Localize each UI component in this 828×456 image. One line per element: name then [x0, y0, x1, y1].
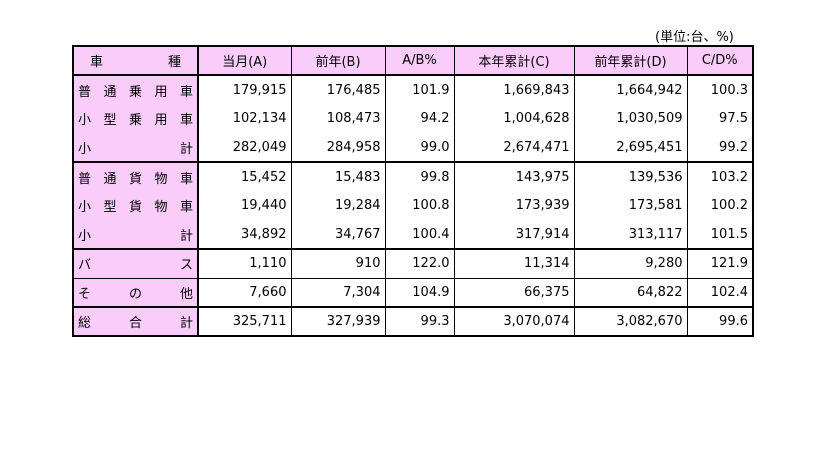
cell: 173,939 — [453, 191, 574, 220]
cell: 122.0 — [384, 249, 454, 279]
cell: 325,711 — [197, 307, 291, 336]
row-label: 小型貨物車 — [72, 191, 199, 220]
header-cell: A/B% — [384, 46, 454, 76]
cell: 910 — [290, 249, 385, 279]
cell: 1,669,843 — [453, 75, 574, 104]
table-row: 小計 34,892 34,767 100.4 317,914 313,117 101.5 — [72, 220, 753, 250]
header-cell: 本年累計(C) — [453, 46, 574, 76]
cell: 108,473 — [290, 104, 385, 133]
cell: 176,485 — [290, 75, 385, 104]
table-row: その他 7,660 7,304 104.9 66,375 64,822 102.4 — [72, 278, 753, 308]
cell: 15,452 — [197, 162, 291, 191]
cell: 284,958 — [290, 133, 385, 163]
table-row: 普通貨物車 15,452 15,483 99.8 143,975 139,536 103.2 — [72, 162, 753, 191]
header-cell: 車種 — [72, 46, 199, 76]
cell: 7,304 — [290, 278, 385, 308]
cell: 102.4 — [686, 278, 753, 308]
row-label: バス — [72, 249, 199, 279]
cell: 179,915 — [197, 75, 291, 104]
row-label: 普通乗用車 — [72, 75, 199, 104]
cell: 2,695,451 — [573, 133, 687, 163]
cell: 101.5 — [686, 220, 753, 250]
cell: 100.3 — [686, 75, 753, 104]
cell: 34,767 — [290, 220, 385, 250]
row-label: 普通貨物車 — [72, 162, 199, 191]
cell: 19,284 — [290, 191, 385, 220]
cell: 99.6 — [686, 307, 753, 336]
cell: 100.2 — [686, 191, 753, 220]
cell: 1,030,509 — [573, 104, 687, 133]
table-row: 小計 282,049 284,958 99.0 2,674,471 2,695,451 99… — [72, 133, 753, 163]
cell: 15,483 — [290, 162, 385, 191]
header-cell: 前年累計(D) — [573, 46, 687, 76]
row-label: 小型乗用車 — [72, 104, 199, 133]
cell: 94.2 — [384, 104, 454, 133]
cell: 1,004,628 — [453, 104, 574, 133]
row-label: 小計 — [72, 220, 199, 250]
cell: 317,914 — [453, 220, 574, 250]
cell: 9,280 — [573, 249, 687, 279]
cell: 100.4 — [384, 220, 454, 250]
cell: 121.9 — [686, 249, 753, 279]
header-cell: 前年(B) — [290, 46, 385, 76]
header-cell: C/D% — [686, 46, 753, 76]
unit-note: (単位:台、%) — [655, 30, 734, 45]
cell: 99.3 — [384, 307, 454, 336]
cell: 102,134 — [197, 104, 291, 133]
cell: 34,892 — [197, 220, 291, 250]
cell: 313,117 — [573, 220, 687, 250]
cell: 3,070,074 — [453, 307, 574, 336]
cell: 1,110 — [197, 249, 291, 279]
cell: 7,660 — [197, 278, 291, 308]
table-row: 総合計 325,711 327,939 99.3 3,070,074 3,082,670 9… — [72, 307, 753, 336]
cell: 173,581 — [573, 191, 687, 220]
row-label: 小計 — [72, 133, 199, 163]
cell: 99.8 — [384, 162, 454, 191]
cell: 282,049 — [197, 133, 291, 163]
cell: 97.5 — [686, 104, 753, 133]
row-label: その他 — [72, 278, 199, 308]
cell: 139,536 — [573, 162, 687, 191]
cell: 64,822 — [573, 278, 687, 308]
header-row: 車種 当月(A) 前年(B) A/B% 本年累計(C) 前年累計(D) C/D% — [72, 46, 753, 76]
cell: 2,674,471 — [453, 133, 574, 163]
table-row: 小型貨物車 19,440 19,284 100.8 173,939 173,581 100.… — [72, 191, 753, 220]
cell: 327,939 — [290, 307, 385, 336]
table-row: 小型乗用車 102,134 108,473 94.2 1,004,628 1,030,50… — [72, 104, 753, 133]
cell: 19,440 — [197, 191, 291, 220]
cell: 100.8 — [384, 191, 454, 220]
cell: 3,082,670 — [573, 307, 687, 336]
cell: 99.0 — [384, 133, 454, 163]
cell: 1,664,942 — [573, 75, 687, 104]
cell: 66,375 — [453, 278, 574, 308]
table-row: 普通乗用車 179,915 176,485 101.9 1,669,843 1,664,9… — [72, 75, 753, 104]
cell: 99.2 — [686, 133, 753, 163]
cell: 104.9 — [384, 278, 454, 308]
header-cell: 当月(A) — [197, 46, 291, 76]
cell: 11,314 — [453, 249, 574, 279]
data-table: 車種 当月(A) 前年(B) A/B% 本年累計(C) 前年累計(D) C/D% 普通乗用車 1… — [72, 45, 754, 337]
table-row: バス 1,110 910 122.0 11,314 9,280 121.9 — [72, 249, 753, 279]
row-label: 総合計 — [72, 307, 199, 336]
cell: 101.9 — [384, 75, 454, 104]
cell: 103.2 — [686, 162, 753, 191]
cell: 143,975 — [453, 162, 574, 191]
